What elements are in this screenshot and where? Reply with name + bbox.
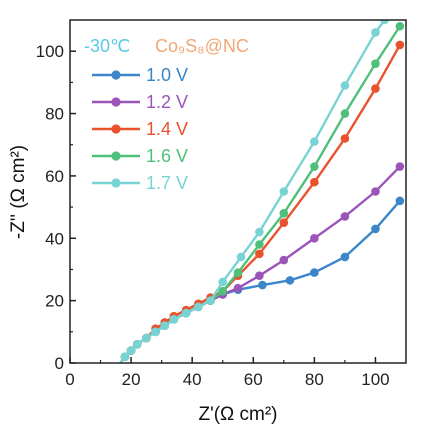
data-point-1-6-v (310, 162, 319, 171)
series-line-1-2-v (119, 165, 401, 363)
data-point-1-7-v (160, 321, 169, 330)
legend: 1.0 V 1.2 V 1.4 V 1.6 V 1.7 V (92, 65, 188, 193)
legend-item-1-4-v: 1.4 V (92, 119, 188, 139)
legend-swatch-marker (111, 178, 121, 188)
data-point-1-7-v (380, 20, 389, 25)
legend-item-1-0-v: 1.0 V (92, 65, 188, 85)
data-point-1-7-v (371, 28, 380, 37)
data-point-1-7-v (181, 308, 191, 318)
data-point-1-0-v (340, 252, 350, 262)
axes: 0 20 40 60 80 100 0 20 40 60 80 100 (36, 42, 390, 389)
legend-label: 1.0 V (146, 65, 188, 85)
y-tick-label: 20 (45, 292, 64, 311)
data-point-1-2-v (279, 255, 289, 265)
data-point-1-7-v (206, 296, 215, 305)
x-tick-label: 0 (65, 370, 74, 389)
data-point-1-6-v (255, 240, 264, 249)
y-tick-label: 80 (45, 105, 64, 124)
data-point-1-2-v (395, 162, 405, 171)
data-point-1-2-v (371, 187, 380, 196)
x-tick-label: 80 (305, 370, 324, 389)
x-tick-label: 100 (361, 370, 389, 389)
data-point-1-2-v (255, 271, 264, 280)
data-point-1-6-v (218, 286, 228, 296)
temperature-annotation: -30℃ (84, 36, 130, 56)
plot-frame (69, 19, 407, 364)
data-point-1-7-v (151, 327, 160, 337)
data-point-1-7-v (169, 315, 179, 324)
data-point-1-7-v (142, 333, 151, 343)
x-tick-label: 60 (244, 370, 263, 389)
data-point-1-2-v (233, 283, 243, 293)
plot-area (119, 20, 405, 363)
data-point-1-7-v (236, 252, 246, 262)
legend-label: 1.4 V (146, 119, 188, 139)
data-point-1-4-v (310, 177, 319, 187)
legend-label: 1.2 V (146, 92, 188, 112)
x-tick-label: 20 (122, 370, 141, 389)
series-group (119, 20, 405, 363)
data-point-1-4-v (340, 134, 350, 143)
data-point-1-7-v (132, 339, 142, 349)
y-tick-label: 0 (55, 354, 64, 373)
legend-swatch-marker (111, 70, 121, 80)
legend-item-1-7-v: 1.7 V (92, 173, 188, 193)
data-point-1-4-v (255, 249, 264, 259)
data-point-1-6-v (340, 109, 350, 118)
data-point-1-7-v (279, 187, 289, 196)
data-point-1-6-v (233, 268, 243, 277)
x-axis-title: Z'(Ω cm²) (198, 404, 277, 425)
y-tick-label: 40 (45, 229, 64, 248)
data-point-1-4-v (395, 40, 405, 50)
data-point-1-0-v (395, 196, 405, 206)
data-point-1-0-v (371, 224, 380, 234)
y-axis-title: -Z'' (Ω cm²) (8, 145, 29, 239)
legend-label: 1.6 V (146, 146, 188, 166)
data-point-1-6-v (395, 21, 405, 31)
legend-label: 1.7 V (146, 173, 188, 193)
data-point-1-7-v (310, 137, 319, 146)
legend-item-1-6-v: 1.6 V (92, 146, 188, 166)
data-point-1-0-v (258, 280, 267, 290)
data-point-1-2-v (310, 233, 319, 243)
x-tick-label: 40 (183, 370, 202, 389)
data-point-1-4-v (279, 218, 289, 227)
data-point-1-7-v (126, 346, 136, 355)
data-point-1-7-v (120, 352, 130, 362)
data-point-1-2-v (340, 212, 350, 221)
data-point-1-4-v (371, 84, 380, 93)
legend-swatch-marker (111, 151, 121, 161)
data-point-1-0-v (310, 268, 319, 277)
data-point-1-6-v (371, 59, 380, 68)
data-point-1-7-v (340, 81, 350, 90)
data-point-1-6-v (279, 209, 289, 218)
y-tick-label: 60 (45, 167, 64, 186)
legend-item-1-2-v: 1.2 V (92, 92, 188, 112)
data-point-1-0-v (285, 276, 295, 285)
data-point-1-7-v (193, 302, 203, 312)
data-point-1-7-v (218, 277, 228, 287)
y-tick-label: 100 (36, 42, 64, 61)
material-annotation: Co₉S₈@NC (155, 36, 249, 56)
legend-swatch-marker (111, 97, 121, 107)
legend-swatch-marker (111, 124, 121, 134)
data-point-1-7-v (255, 227, 264, 237)
